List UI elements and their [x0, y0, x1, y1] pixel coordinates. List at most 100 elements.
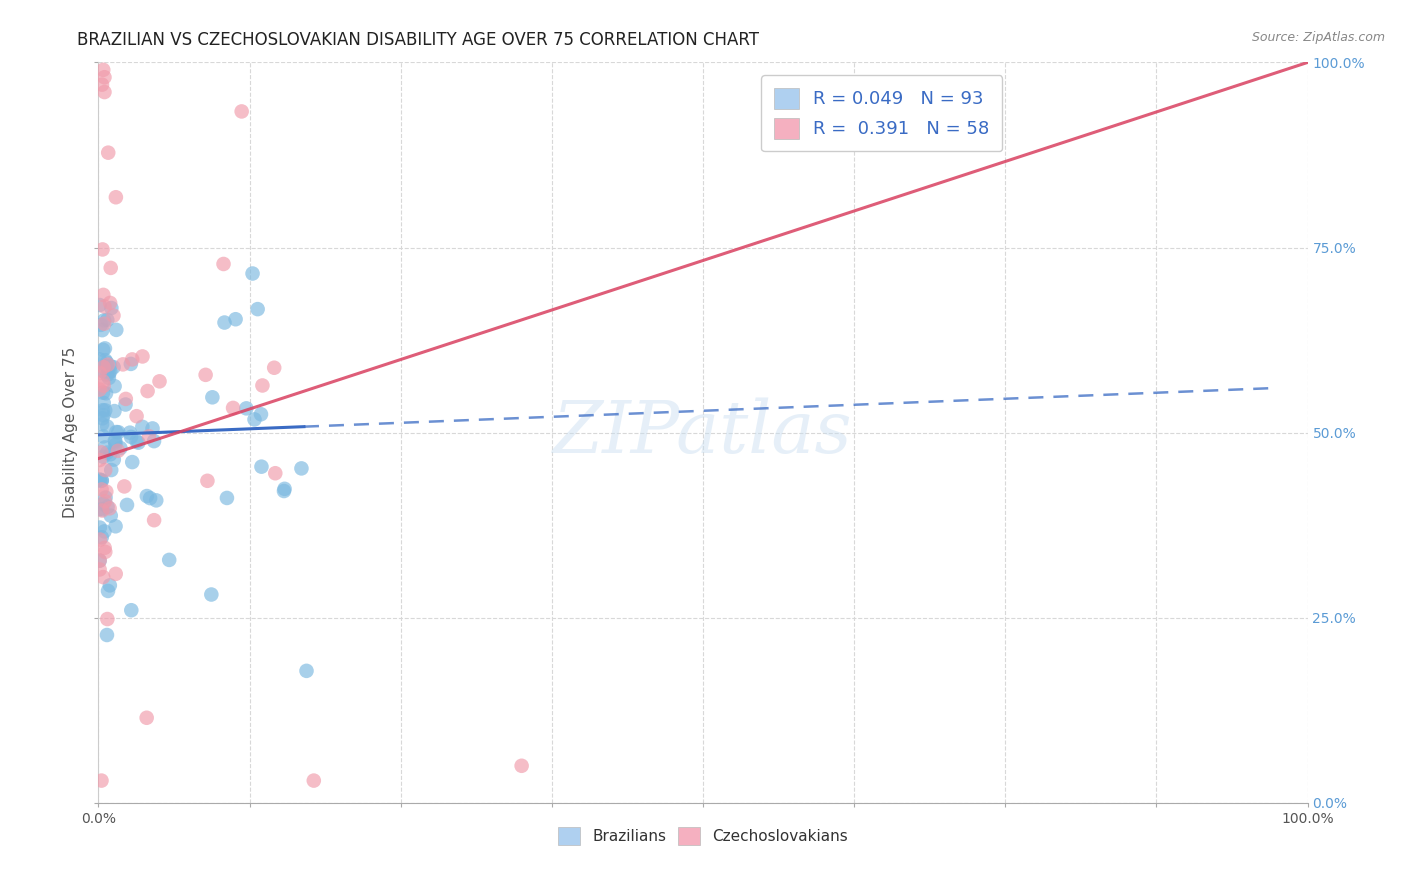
Point: [510, 758, 533, 772]
Point: [231, 104, 253, 119]
Point: [263, 360, 285, 375]
Point: [246, 302, 269, 317]
Point: [89, 298, 111, 312]
Point: [89, 562, 111, 576]
Point: [97, 358, 120, 372]
Point: [273, 483, 295, 498]
Point: [121, 352, 143, 367]
Point: [225, 312, 247, 326]
Point: [139, 491, 162, 505]
Point: [243, 412, 266, 426]
Point: [90, 474, 112, 488]
Point: [96, 628, 118, 642]
Point: [89, 473, 111, 487]
Point: [91, 78, 114, 92]
Point: [93, 317, 115, 331]
Point: [94, 386, 117, 401]
Point: [121, 455, 143, 469]
Point: [96, 313, 118, 327]
Point: [104, 190, 127, 204]
Point: [89, 554, 111, 568]
Y-axis label: Disability Age Over 75: Disability Age Over 75: [63, 347, 79, 518]
Point: [91, 343, 114, 357]
Point: [100, 508, 122, 523]
Point: [302, 773, 325, 788]
Point: [242, 267, 264, 281]
Point: [143, 434, 166, 449]
Text: BRAZILIAN VS CZECHOSLOVAKIAN DISABILITY AGE OVER 75 CORRELATION CHART: BRAZILIAN VS CZECHOSLOVAKIAN DISABILITY …: [77, 31, 759, 49]
Point: [91, 243, 114, 257]
Point: [215, 491, 238, 505]
Point: [89, 352, 111, 367]
Point: [93, 524, 115, 539]
Point: [112, 479, 135, 493]
Point: [89, 520, 111, 534]
Point: [107, 425, 129, 440]
Point: [96, 419, 118, 434]
Point: [91, 570, 114, 584]
Point: [91, 429, 114, 443]
Point: [93, 396, 115, 410]
Point: [98, 501, 121, 516]
Point: [104, 519, 127, 533]
Point: [104, 434, 127, 448]
Point: [91, 417, 114, 431]
Point: [105, 425, 128, 439]
Point: [98, 447, 121, 461]
Point: [94, 494, 117, 508]
Text: ZIPatlas: ZIPatlas: [553, 397, 853, 468]
Point: [91, 288, 114, 302]
Point: [91, 62, 114, 77]
Point: [120, 603, 142, 617]
Point: [93, 70, 115, 85]
Point: [136, 384, 159, 398]
Point: [148, 375, 170, 389]
Point: [103, 452, 125, 467]
Point: [135, 489, 157, 503]
Point: [89, 366, 111, 380]
Point: [107, 443, 129, 458]
Point: [93, 85, 115, 99]
Point: [235, 401, 257, 416]
Text: Source: ZipAtlas.com: Source: ZipAtlas.com: [1251, 31, 1385, 45]
Point: [91, 403, 114, 417]
Point: [295, 664, 318, 678]
Point: [115, 498, 138, 512]
Point: [91, 375, 114, 389]
Point: [94, 441, 117, 455]
Point: [214, 316, 236, 330]
Point: [250, 407, 273, 421]
Point: [98, 364, 121, 378]
Point: [194, 368, 217, 382]
Point: [94, 545, 117, 559]
Point: [290, 461, 312, 475]
Point: [89, 502, 111, 516]
Point: [273, 482, 295, 496]
Point: [104, 379, 127, 393]
Point: [97, 371, 120, 385]
Point: [252, 378, 274, 392]
Point: [103, 404, 125, 418]
Point: [94, 353, 117, 368]
Point: [97, 367, 120, 381]
Point: [114, 397, 136, 411]
Point: [93, 364, 115, 378]
Point: [97, 583, 120, 598]
Point: [91, 497, 114, 511]
Point: [91, 385, 114, 400]
Point: [125, 434, 148, 449]
Point: [143, 513, 166, 527]
Point: [135, 711, 157, 725]
Point: [90, 530, 112, 544]
Point: [138, 429, 160, 443]
Point: [93, 313, 115, 327]
Point: [96, 445, 118, 459]
Point: [93, 408, 115, 422]
Point: [131, 350, 153, 364]
Point: [100, 260, 122, 275]
Point: [98, 578, 121, 592]
Point: [104, 434, 127, 449]
Point: [125, 409, 148, 424]
Point: [90, 773, 112, 788]
Point: [89, 383, 111, 397]
